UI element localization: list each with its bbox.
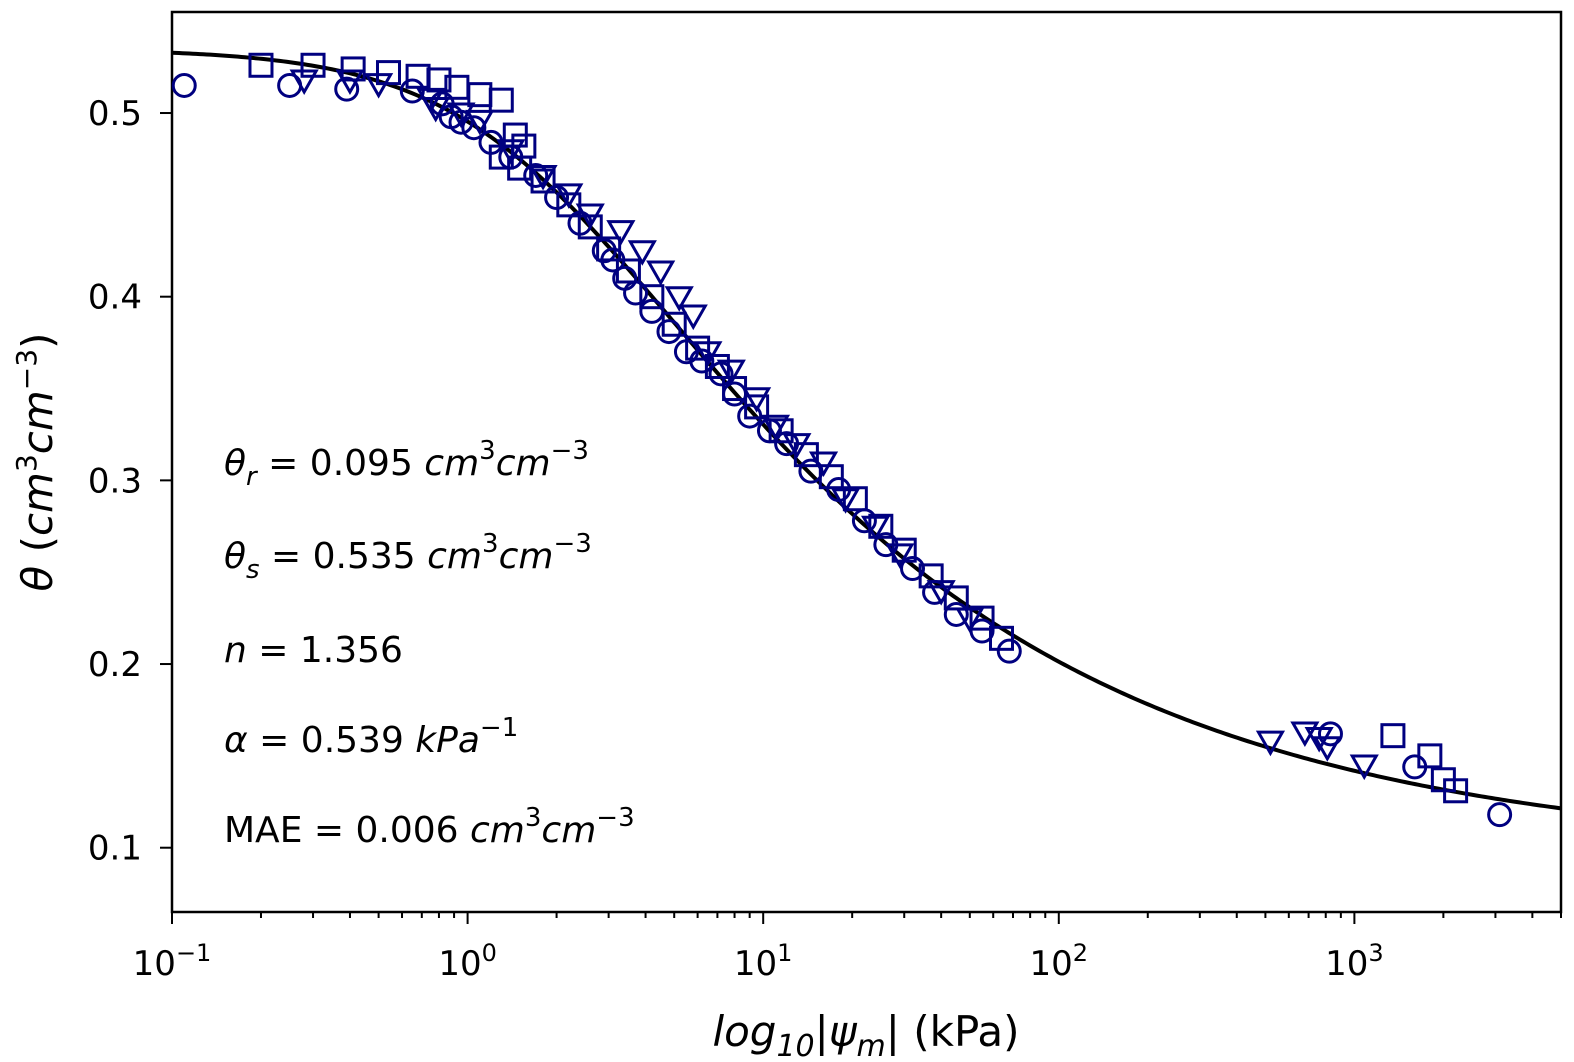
x-tick-label: 102 xyxy=(1030,939,1089,984)
x-axis-title: log10|ψm| (kPa) xyxy=(712,1007,1019,1062)
square-marker xyxy=(1380,723,1406,749)
square-marker xyxy=(793,442,819,468)
annotation-line: n = 1.356 xyxy=(224,630,403,671)
square-marker xyxy=(685,335,711,361)
circle-marker xyxy=(689,348,715,374)
square-marker xyxy=(488,87,514,113)
square-marker xyxy=(704,353,730,379)
x-axis-ticks: 10−1 100 101 102 103 xyxy=(133,912,1562,984)
square-marker xyxy=(556,192,582,218)
x-tick-label: 103 xyxy=(1325,939,1384,984)
square-marker xyxy=(639,284,665,310)
circle-marker xyxy=(943,601,969,627)
triangle-down-marker xyxy=(421,97,451,123)
square-marker xyxy=(969,605,995,631)
square-marker xyxy=(426,67,452,93)
circle-marker xyxy=(591,238,617,264)
markers xyxy=(171,52,1513,828)
fit-annotations: θr = 0.095 cm3cm−3 θs = 0.535 cm3cm−3 n = … xyxy=(224,436,635,851)
square-marker xyxy=(988,625,1014,651)
triangle-down-marker xyxy=(496,139,526,165)
triangle-down-marker xyxy=(664,286,694,312)
square-marker xyxy=(507,155,533,181)
circle-marker xyxy=(448,109,474,135)
square-marker xyxy=(300,52,326,78)
square-marker xyxy=(467,82,493,108)
triangle-down-marker xyxy=(1312,736,1342,762)
square-marker xyxy=(340,56,366,82)
circle-marker xyxy=(639,298,665,324)
square-marker xyxy=(615,258,641,284)
annotation-line: MAE = 0.006 cm3cm−3 xyxy=(224,803,635,851)
y-tick-label: 0.1 xyxy=(88,829,142,869)
y-tick-label: 0.5 xyxy=(88,94,142,134)
square-marker xyxy=(868,513,894,539)
triangle-down-marker xyxy=(528,164,558,191)
y-tick-label: 0.4 xyxy=(88,278,142,318)
plot-area xyxy=(170,10,1563,914)
square-marker xyxy=(596,236,622,262)
circle-marker xyxy=(461,115,487,141)
series-triangles xyxy=(289,69,1379,781)
x-tick-label: 101 xyxy=(734,939,793,984)
circle-marker xyxy=(1487,802,1513,828)
square-marker xyxy=(530,168,556,194)
square-marker xyxy=(248,52,274,78)
triangle-down-marker xyxy=(289,69,319,95)
triangle-down-marker xyxy=(1349,754,1379,781)
square-marker xyxy=(918,563,944,589)
y-axis-ticks: 0.1 0.2 0.3 0.4 0.5 xyxy=(88,94,172,869)
triangle-down-marker xyxy=(335,69,365,95)
y-tick-label: 0.2 xyxy=(88,645,142,685)
annotation-line: θs = 0.535 cm3cm−3 xyxy=(224,529,592,585)
circle-marker xyxy=(737,403,763,429)
y-tick-label: 0.3 xyxy=(88,461,142,501)
square-marker xyxy=(842,486,868,512)
square-marker xyxy=(744,394,770,420)
x-tick-label: 100 xyxy=(438,939,497,984)
square-marker xyxy=(818,464,844,490)
triangle-down-marker xyxy=(627,240,657,266)
square-marker xyxy=(768,418,794,444)
square-marker xyxy=(661,311,687,337)
square-marker xyxy=(943,585,969,611)
plot-frame xyxy=(170,10,1563,914)
circle-marker xyxy=(171,72,197,98)
square-marker xyxy=(577,214,603,240)
y-axis-title: θ (cm3cm−3) xyxy=(10,333,62,592)
circle-marker xyxy=(399,78,425,104)
triangle-down-marker xyxy=(808,451,839,478)
circle-marker xyxy=(523,162,549,188)
square-marker xyxy=(891,537,917,563)
x-tick-label: 10−1 xyxy=(133,939,212,984)
square-marker xyxy=(375,60,401,86)
triangle-down-marker xyxy=(716,359,746,386)
triangle-down-marker xyxy=(446,102,476,129)
annotation-line: θr = 0.095 cm3cm−3 xyxy=(224,436,589,492)
circle-marker xyxy=(656,319,682,345)
circle-marker xyxy=(900,556,926,582)
annotation-line: α = 0.539 kPa−1 xyxy=(224,713,518,761)
circle-marker xyxy=(1317,721,1343,747)
square-marker xyxy=(1417,743,1443,769)
fit-curve xyxy=(171,50,1562,811)
triangle-down-marker xyxy=(678,304,708,331)
triangle-down-marker xyxy=(742,387,772,413)
series-squares xyxy=(248,52,1469,804)
square-marker xyxy=(405,63,431,89)
triangle-down-marker xyxy=(646,260,676,287)
triangle-down-marker xyxy=(606,220,636,246)
square-marker xyxy=(722,376,748,402)
triangle-down-marker xyxy=(1255,730,1286,757)
triangle-down-marker xyxy=(465,109,495,136)
circle-marker xyxy=(996,638,1022,664)
square-marker xyxy=(1443,778,1469,804)
circle-marker xyxy=(334,76,360,102)
